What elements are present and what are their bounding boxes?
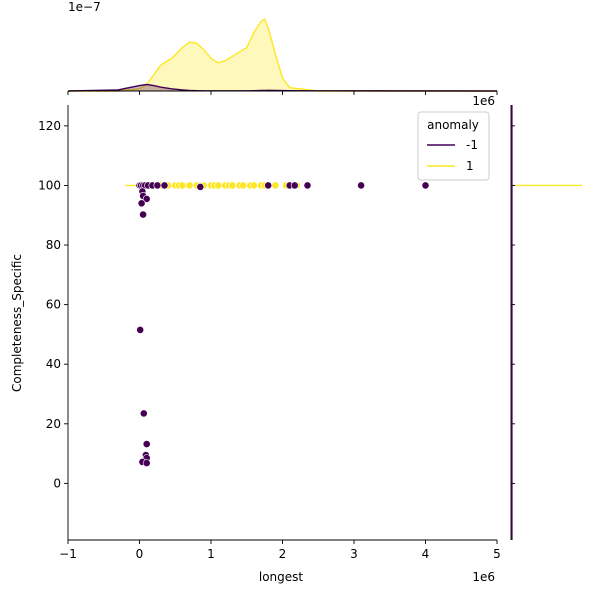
- x-tick-label: 2: [279, 547, 287, 561]
- y-tick-label: 100: [38, 178, 61, 192]
- scatter-point: [139, 210, 147, 219]
- x-tick-label: −1: [59, 547, 77, 561]
- marginal-x-line-1: [68, 18, 497, 92]
- scatter-point: [153, 181, 162, 190]
- x-tick-label: 1: [207, 547, 215, 561]
- scatter-point: [303, 181, 312, 190]
- scatter-point: [185, 181, 194, 190]
- legend: anomaly -1 1: [417, 111, 490, 181]
- scatter-point: [357, 181, 365, 190]
- scatter-point: [290, 181, 299, 190]
- x-axis-label: longest: [259, 570, 304, 584]
- y-tick-label: 120: [38, 119, 61, 133]
- scatter-point: [421, 181, 430, 190]
- scatter-point: [136, 325, 145, 334]
- legend-label-1: 1: [466, 159, 474, 173]
- legend-box: [417, 111, 490, 181]
- scatter-point: [142, 440, 151, 448]
- scatter-point: [271, 181, 280, 190]
- top-offset-label: 1e6: [472, 94, 495, 108]
- scatter-point: [239, 181, 248, 190]
- scatter-point: [228, 181, 237, 190]
- scatter-point: [249, 181, 258, 190]
- y-tick-label: 60: [46, 298, 61, 312]
- x-tick-label: 4: [422, 547, 430, 561]
- scatter-point: [178, 181, 187, 190]
- scatter-point: [137, 199, 146, 208]
- axes: −1 0 1 2 3 4 5 0 20 40 60 80 100 120: [38, 91, 515, 561]
- scatter-point: [142, 459, 151, 467]
- legend-title: anomaly: [427, 118, 479, 132]
- scatter-point: [160, 181, 169, 190]
- top-density-multiplier: 1e−7: [68, 0, 101, 14]
- scatter-point: [142, 194, 151, 203]
- scatter-points: [125, 181, 430, 467]
- y-axis-label: Completeness_Specific: [10, 254, 24, 392]
- scatter-point: [139, 409, 148, 418]
- y-tick-label: 40: [46, 357, 61, 371]
- y-tick-label: 20: [46, 417, 61, 431]
- legend-label-neg1: -1: [466, 138, 478, 152]
- y-tick-label: 0: [53, 476, 61, 490]
- x-tick-label: 3: [350, 547, 358, 561]
- x-tick-label: 0: [136, 547, 144, 561]
- scatter-point: [196, 182, 205, 191]
- marginal-y-density: [510, 105, 582, 540]
- x-multiplier-label: 1e6: [472, 570, 495, 584]
- marginal-x-density: [67, 18, 498, 92]
- y-tick-label: 80: [46, 238, 61, 252]
- scatter-point: [264, 181, 273, 190]
- x-tick-label: 5: [493, 547, 501, 561]
- marginal-x-fill-1: [68, 19, 497, 91]
- scatter-point: [214, 181, 223, 190]
